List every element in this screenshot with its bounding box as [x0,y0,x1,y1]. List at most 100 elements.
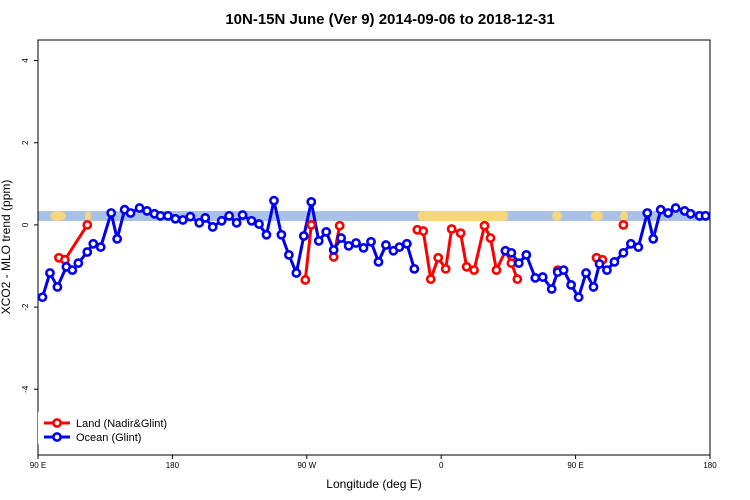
plot-area [37,195,711,303]
data-point [618,247,629,258]
x-tick-label: 90 E [30,461,46,470]
data-point [334,220,345,231]
legend-label: Land (Nadir&Glint) [76,418,167,430]
data-point [663,208,674,218]
data-point [618,220,629,230]
data-point [224,210,235,221]
x-tick-label: 90 W [297,461,316,470]
data-point [537,272,548,282]
data-point [276,229,287,240]
data-point [633,242,644,252]
data-point [67,265,78,275]
data-point [298,231,309,241]
data-point [261,229,272,240]
data-point [313,236,324,246]
plot-frame [37,39,711,456]
data-point [291,268,302,278]
data-point [351,238,361,248]
data-point [469,265,479,275]
data-point [185,211,196,222]
x-axis-label: Longitude (deg E) [326,477,421,491]
x-tick-label: 180 [703,461,717,470]
data-point [381,240,391,250]
data-point [446,224,457,234]
data-point [155,210,166,221]
data-point [112,233,123,244]
x-tick-label: 90 E [567,461,583,470]
data-point [163,210,173,221]
data-point [670,203,681,213]
data-point [106,208,117,218]
land-patch [552,211,562,221]
ocean-band [38,211,710,221]
data-point [321,226,332,237]
data-point [530,273,541,283]
y-tick-label: 0 [21,222,30,227]
data-point [300,275,311,285]
data-point [358,243,369,253]
data-point [237,210,248,220]
data-point [37,292,48,303]
data-point [655,204,666,215]
legend-label: Ocean (Glint) [76,432,141,444]
data-point [418,226,429,236]
data-point [194,217,205,228]
data-point [513,258,524,269]
data-point [336,233,347,243]
data-point [558,265,569,275]
data-point [506,247,517,258]
data-point [566,279,577,290]
chart-title: 10N-15N June (Ver 9) 2014-09-06 to 2018-… [225,11,554,28]
data-point [254,219,264,229]
data-point [200,213,211,223]
land-patch [50,211,66,221]
data-point [425,274,436,285]
y-tick-label: 4 [21,58,30,63]
land-mask-band [38,211,710,221]
x-tick-label: 0 [439,461,444,470]
data-point [328,245,339,255]
data-point [700,210,711,221]
data-point [642,208,653,218]
data-point [461,261,472,272]
land-patch [85,211,91,221]
data-point [521,249,532,260]
data-point [433,252,444,263]
data-point [125,208,136,218]
data-point [95,242,106,252]
data-point [594,259,605,269]
data-point [546,284,557,294]
data-point [52,282,63,292]
data-point [170,213,181,224]
data-point [485,233,496,243]
legend-marker [52,432,62,442]
data-point [394,242,405,252]
data-point [306,196,317,207]
data-point [134,203,145,213]
data-point [231,217,242,228]
land-patch [620,211,628,221]
y-axis-label: XCO2 - MLO trend (ppm) [0,180,13,315]
data-point [366,236,376,247]
data-point [207,222,218,232]
data-point [73,258,84,269]
data-point [246,215,257,226]
data-point [45,268,55,278]
y-tick-label: 2 [21,140,30,145]
data-point [573,292,584,303]
data-point [455,228,466,239]
data-point [440,263,451,274]
data-point [401,238,412,249]
data-point [588,282,599,292]
data-point [142,206,152,216]
data-point [491,265,502,275]
data-point [648,233,659,244]
data-point [581,268,591,278]
data-point [373,256,384,267]
data-point [306,220,317,230]
land-patch [418,211,508,221]
data-point [269,195,279,206]
land-patch [591,211,603,221]
data-point [685,208,696,219]
